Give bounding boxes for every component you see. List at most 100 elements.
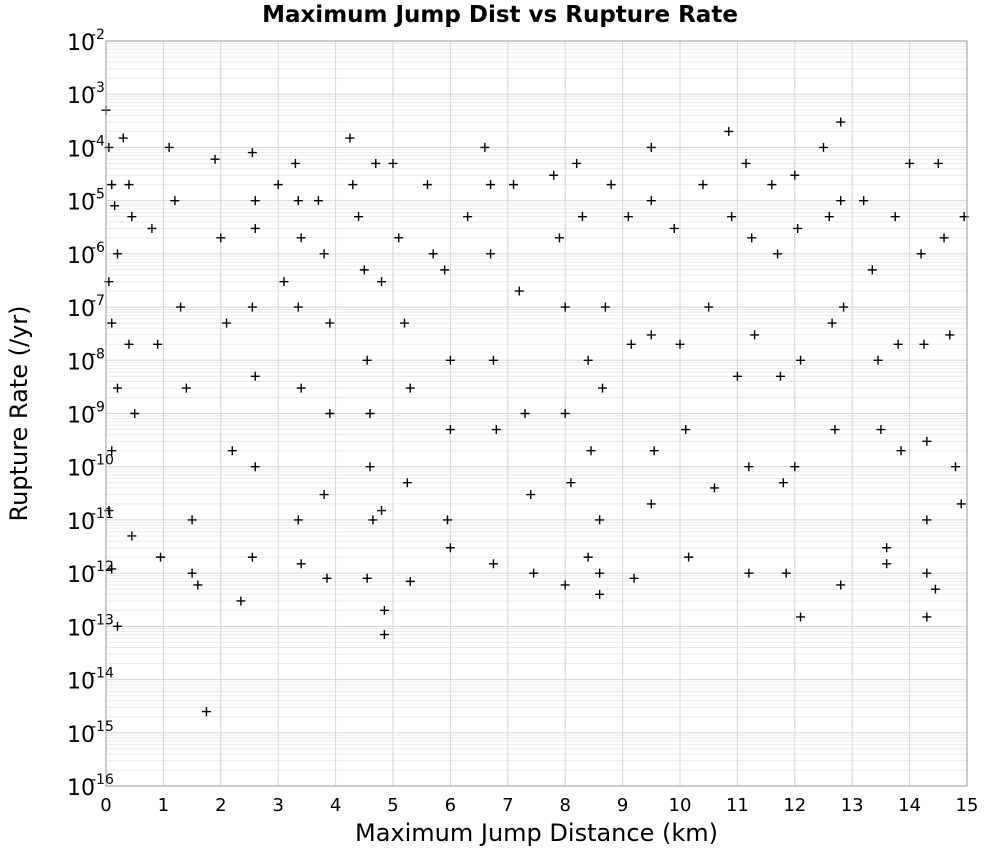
data-point bbox=[876, 425, 886, 435]
data-point bbox=[893, 339, 903, 349]
data-point bbox=[922, 612, 932, 622]
data-point bbox=[428, 249, 438, 259]
x-tick-label: 14 bbox=[898, 795, 921, 816]
data-point bbox=[296, 559, 306, 569]
y-tick-label-base: 10 bbox=[67, 457, 95, 482]
data-point bbox=[399, 318, 409, 328]
data-point bbox=[675, 339, 685, 349]
data-point bbox=[247, 148, 257, 158]
x-tick-label: 12 bbox=[783, 795, 806, 816]
data-point bbox=[509, 180, 519, 190]
data-point bbox=[377, 277, 387, 287]
data-point bbox=[905, 158, 915, 168]
data-point bbox=[319, 490, 329, 500]
data-point bbox=[709, 483, 719, 493]
data-point bbox=[724, 126, 734, 136]
data-point bbox=[595, 515, 605, 525]
data-point bbox=[210, 154, 220, 164]
data-point bbox=[293, 515, 303, 525]
data-point bbox=[156, 552, 166, 562]
data-point bbox=[681, 425, 691, 435]
data-point bbox=[445, 425, 455, 435]
data-point bbox=[600, 302, 610, 312]
data-point bbox=[402, 478, 412, 488]
y-tick-label-base: 10 bbox=[67, 510, 95, 535]
data-point bbox=[778, 478, 788, 488]
data-point bbox=[554, 233, 564, 243]
x-tick-label: 13 bbox=[841, 795, 864, 816]
data-point bbox=[440, 265, 450, 275]
data-point bbox=[572, 158, 582, 168]
y-tick-label-exponent: -11 bbox=[91, 506, 114, 522]
grid bbox=[105, 41, 968, 787]
data-point bbox=[919, 339, 929, 349]
y-tick-label-base: 10 bbox=[67, 84, 95, 109]
data-point bbox=[124, 180, 134, 190]
data-point bbox=[362, 355, 372, 365]
data-point bbox=[867, 265, 877, 275]
data-point bbox=[290, 158, 300, 168]
data-point bbox=[236, 596, 246, 606]
data-point bbox=[750, 330, 760, 340]
data-point bbox=[279, 277, 289, 287]
y-tick-label-exponent: -10 bbox=[91, 453, 114, 469]
y-tick-label-exponent: -14 bbox=[91, 666, 114, 682]
data-point bbox=[790, 170, 800, 180]
y-tick-label-base: 10 bbox=[67, 191, 95, 216]
data-point bbox=[319, 249, 329, 259]
data-point bbox=[744, 462, 754, 472]
x-axis-label: Maximum Jump Distance (km) bbox=[355, 819, 718, 847]
data-point bbox=[741, 158, 751, 168]
x-tick-label: 8 bbox=[559, 795, 570, 816]
data-point bbox=[112, 621, 122, 631]
data-point bbox=[422, 180, 432, 190]
y-tick-label-exponent: -16 bbox=[91, 772, 114, 788]
data-point bbox=[486, 180, 496, 190]
data-point bbox=[110, 201, 120, 211]
data-point bbox=[388, 158, 398, 168]
data-point bbox=[247, 302, 257, 312]
data-point bbox=[595, 568, 605, 578]
x-tick-label: 5 bbox=[387, 795, 398, 816]
data-point bbox=[296, 383, 306, 393]
data-point bbox=[480, 142, 490, 152]
data-point bbox=[836, 117, 846, 127]
data-point bbox=[586, 446, 596, 456]
data-point bbox=[646, 142, 656, 152]
data-point bbox=[250, 371, 260, 381]
data-point bbox=[273, 180, 283, 190]
data-point bbox=[176, 302, 186, 312]
data-point bbox=[890, 212, 900, 222]
data-point bbox=[247, 552, 257, 562]
y-tick-label-exponent: -13 bbox=[91, 612, 114, 628]
plot-frame bbox=[105, 40, 968, 787]
data-point bbox=[130, 409, 140, 418]
y-tick-label-base: 10 bbox=[67, 297, 95, 322]
data-point bbox=[704, 302, 714, 312]
data-point bbox=[669, 223, 679, 233]
x-tick-label: 7 bbox=[502, 795, 513, 816]
data-point bbox=[790, 462, 800, 472]
data-point bbox=[405, 383, 415, 393]
y-tick-label-exponent: -9 bbox=[91, 400, 105, 416]
data-point bbox=[767, 180, 777, 190]
data-point bbox=[250, 196, 260, 206]
data-point bbox=[112, 249, 122, 259]
data-point bbox=[781, 568, 791, 578]
data-point bbox=[626, 339, 636, 349]
data-point bbox=[127, 531, 137, 541]
data-point bbox=[646, 330, 656, 340]
data-point bbox=[463, 212, 473, 222]
data-point bbox=[187, 515, 197, 525]
y-tick-label-base: 10 bbox=[67, 776, 95, 801]
data-point bbox=[623, 212, 633, 222]
data-point bbox=[405, 576, 415, 586]
data-point bbox=[445, 543, 455, 553]
y-tick-label-exponent: -15 bbox=[91, 719, 114, 735]
data-point bbox=[882, 543, 892, 553]
data-point bbox=[394, 233, 404, 243]
data-point bbox=[775, 371, 785, 381]
x-tick-labels: 0 1 2 3 4 5 6 7 8 9 10 11 12 13 14 15 bbox=[100, 795, 978, 816]
y-tick-label-exponent: -6 bbox=[91, 240, 105, 256]
x-tick-label: 11 bbox=[726, 795, 749, 816]
